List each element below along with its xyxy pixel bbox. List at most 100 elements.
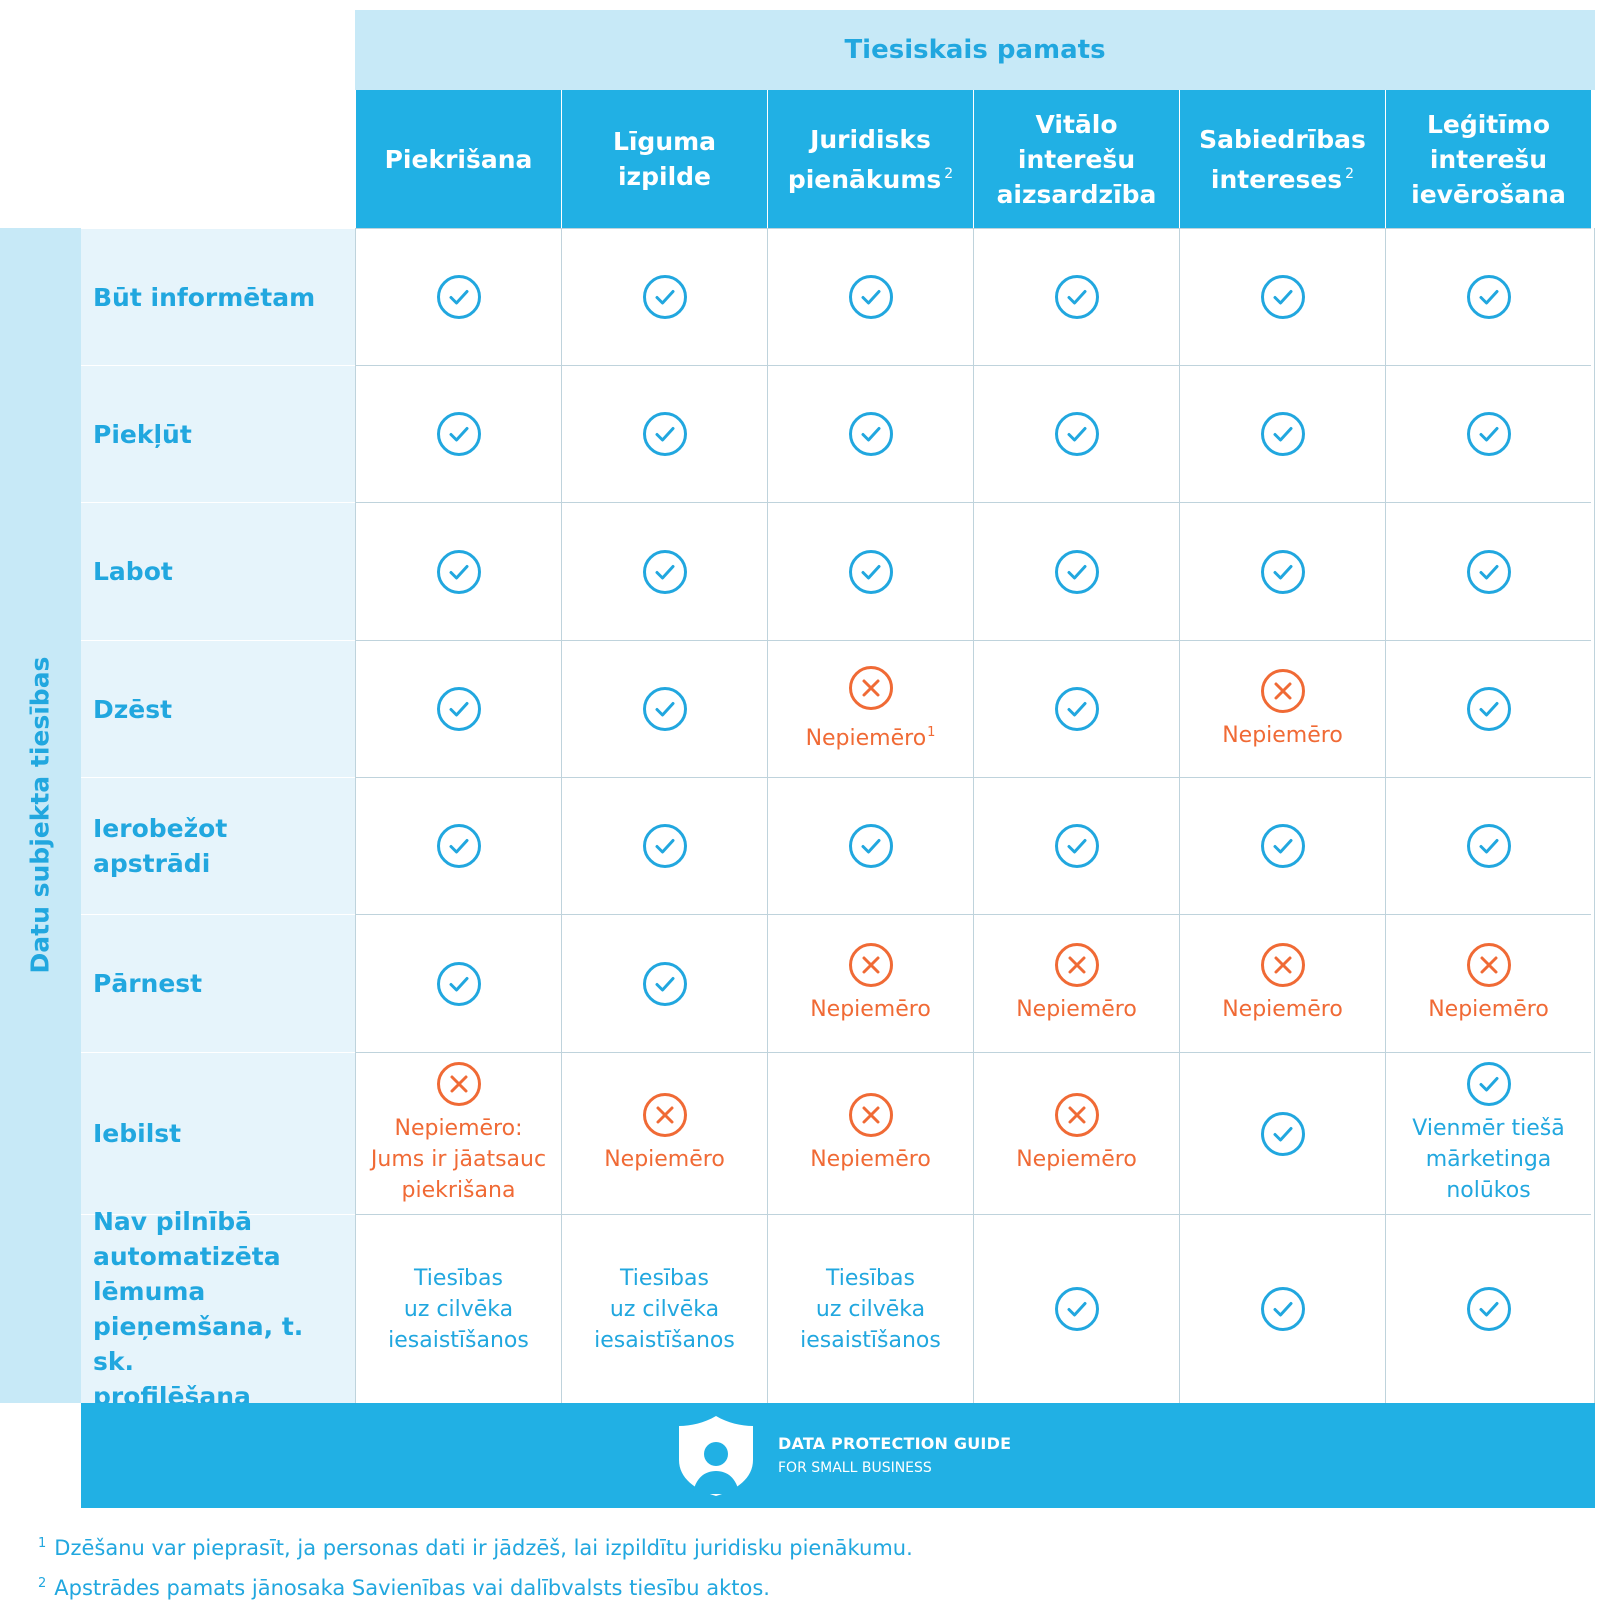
table-cell — [973, 365, 1179, 502]
table-cell — [1179, 1214, 1385, 1403]
check-icon — [1466, 1287, 1511, 1331]
check-icon — [1466, 412, 1511, 456]
table-cell — [561, 228, 767, 365]
cell-note-text: Nepiemēro — [1016, 1147, 1137, 1172]
column-header-legal-obligation: Juridisks pienākums 2 — [767, 90, 973, 228]
table-cell — [355, 502, 561, 640]
column-header-legitimate-interests: Leģitīmo interešu ievērošana — [1385, 90, 1591, 228]
check-icon — [436, 549, 481, 594]
cell-note-text: Nepiemēro — [1222, 722, 1343, 748]
footnote-mark: 1 — [38, 1536, 47, 1551]
table-cell — [973, 1214, 1179, 1403]
table-cell — [561, 502, 767, 640]
check-icon — [642, 412, 687, 456]
table-cell — [1385, 640, 1591, 777]
check-icon — [1054, 412, 1099, 456]
table-cell: Nepiemēro — [1179, 914, 1385, 1052]
footnote-2: 2 Apstrādes pamats jānosaka Savienības va… — [38, 1576, 770, 1600]
table-cell: Tiesības uz cilvēka iesaistīšanos — [561, 1214, 767, 1403]
table-cell — [767, 777, 973, 914]
check-icon — [848, 824, 893, 868]
cross-icon — [1054, 1093, 1099, 1137]
check-icon — [1054, 824, 1099, 868]
check-icon — [1260, 275, 1305, 319]
row-header: Nav pilnībā automatizēta lēmuma pieņemša… — [81, 1207, 355, 1411]
data-subject-rights-bar — [0, 228, 81, 1403]
table-cell — [561, 777, 767, 914]
check-icon — [1054, 1287, 1099, 1331]
check-icon — [1054, 549, 1099, 594]
table-cell: Tiesības uz cilvēka iesaistīšanos — [767, 1214, 973, 1403]
column-header-label: Līguma izpilde — [612, 127, 717, 191]
cell-note-text: Nepiemēro — [810, 1147, 931, 1172]
cross-icon — [848, 665, 893, 710]
table-cell — [355, 640, 561, 777]
row-label: Labot — [93, 557, 173, 586]
table-cell: Nepiemēro1 — [767, 640, 973, 777]
cell-note-text: Nepiemēro — [1016, 997, 1137, 1022]
cell-note-text: Nepiemēro — [1222, 997, 1343, 1022]
cell-text: Tiesības uz cilvēka iesaistīšanos — [388, 1265, 529, 1353]
table-cell — [973, 502, 1179, 640]
table-cell — [767, 502, 973, 640]
footnote-text: Dzēšanu var pieprasīt, ja personas dati … — [54, 1536, 913, 1560]
column-header-label: Juridisks pienākums — [787, 124, 942, 194]
check-icon — [642, 687, 687, 731]
cell-note-text: Nepiemēro: Jums ir jāatsauc piekrišana — [370, 1116, 547, 1203]
cell-note: Nepiemēro: Jums ir jāatsauc piekrišana — [371, 1113, 546, 1206]
cell-note-text: Nepiemēro — [604, 1147, 725, 1172]
table-cell — [561, 914, 767, 1052]
cell-text: Tiesības uz cilvēka iesaistīšanos — [800, 1265, 941, 1353]
table-cell — [767, 228, 973, 365]
check-icon — [642, 275, 687, 319]
table-cell: Nepiemēro — [767, 1052, 973, 1214]
cell-note: Vienmēr tiešā mārketinga nolūkos — [1412, 1113, 1564, 1206]
footnote-1: 1 Dzēšanu var pieprasīt, ja personas dati… — [38, 1536, 913, 1560]
column-header-vital-interests: Vitālo interešu aizsardzība — [973, 90, 1179, 228]
table-cell — [561, 365, 767, 502]
check-icon — [436, 275, 481, 319]
check-icon — [436, 687, 481, 731]
brand-footer — [81, 1403, 1595, 1508]
row-header: Būt informētam — [81, 228, 355, 365]
table-cell: Vienmēr tiešā mārketinga nolūkos — [1385, 1052, 1591, 1214]
row-label: Būt informētam — [93, 282, 316, 312]
check-icon — [1466, 549, 1511, 594]
column-header-label: Sabiedrības intereses — [1199, 124, 1366, 194]
table-cell — [973, 777, 1179, 914]
cell-note: Nepiemēro — [810, 1144, 931, 1175]
row-label: Piekļūt — [93, 419, 192, 449]
footnote-text: Apstrādes pamats jānosaka Savienības vai… — [54, 1576, 770, 1600]
table-cell: Nepiemēro: Jums ir jāatsauc piekrišana — [355, 1052, 561, 1214]
cell-note: Nepiemēro — [1222, 994, 1343, 1025]
check-icon — [1260, 1287, 1305, 1331]
table-cell — [355, 365, 561, 502]
footnote-mark: 1 — [927, 724, 936, 740]
legal-basis-title: Tiesiskais pamats — [844, 35, 1106, 65]
table-cell: Nepiemēro — [1179, 640, 1385, 777]
check-icon — [1466, 1062, 1511, 1106]
cell-note-text: Nepiemēro — [805, 725, 927, 751]
table-cell — [767, 365, 973, 502]
check-icon — [1260, 824, 1305, 868]
cell-note: Nepiemēro1 — [806, 717, 936, 754]
table-cell — [1179, 365, 1385, 502]
brand-title: DATA PROTECTION GUIDE — [778, 1434, 1012, 1453]
check-icon — [848, 275, 893, 319]
column-header-contract: Līguma izpilde — [561, 90, 767, 228]
legal-basis-header: Tiesiskais pamats — [355, 10, 1595, 90]
grid-border — [1594, 228, 1595, 1403]
cross-icon — [1260, 943, 1305, 987]
check-icon — [1466, 275, 1511, 319]
table-cell — [973, 640, 1179, 777]
table-cell: Tiesības uz cilvēka iesaistīšanos — [355, 1214, 561, 1403]
cell-note: Nepiemēro — [810, 994, 931, 1025]
table-cell — [1385, 1214, 1591, 1403]
table-cell — [1179, 1052, 1385, 1214]
row-label: Nav pilnībā automatizēta lēmuma pieņemša… — [93, 1207, 304, 1411]
column-header-public-interest: Sabiedrības intereses 2 — [1179, 90, 1385, 228]
check-icon — [436, 961, 481, 1006]
data-subject-rights-label: Datu subjekta tiesības — [25, 656, 55, 974]
table-cell — [1385, 365, 1591, 502]
column-header-label: Piekrišana — [384, 144, 533, 174]
